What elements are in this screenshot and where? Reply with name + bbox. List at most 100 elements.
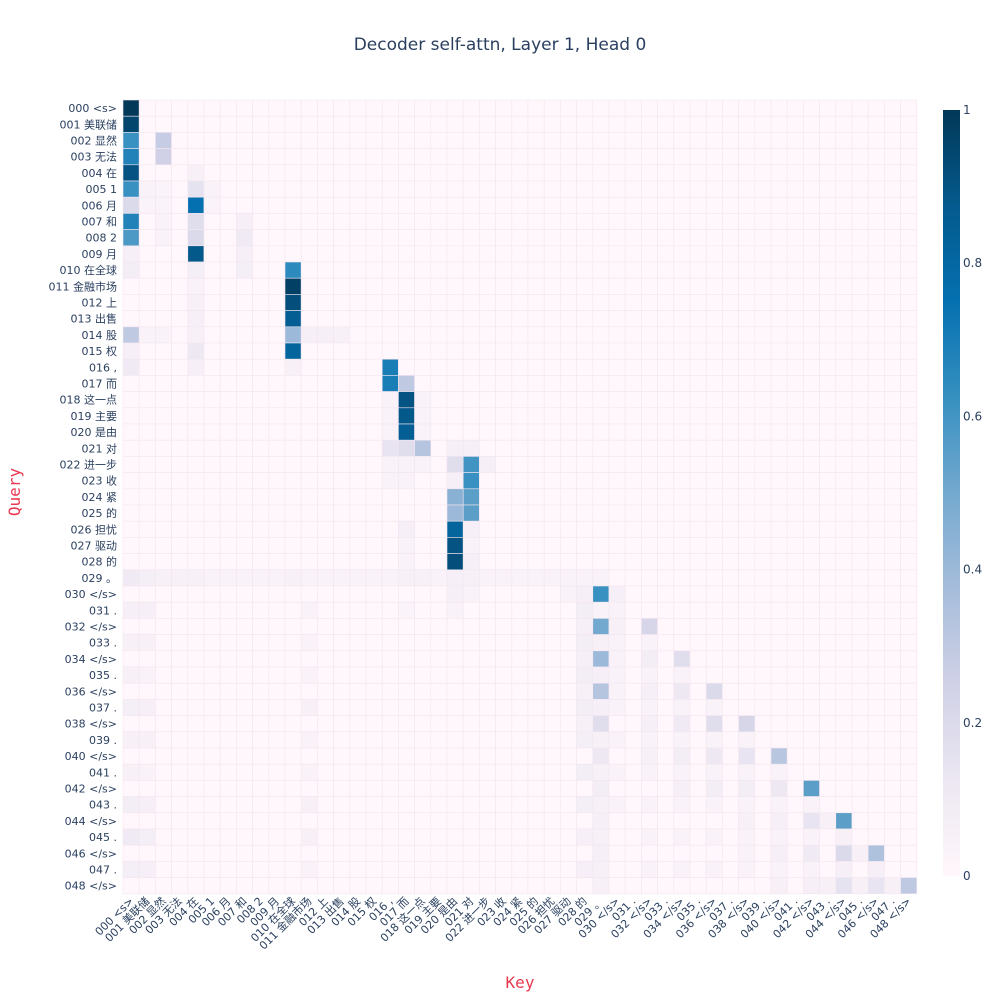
heatmap-cell [900,504,918,522]
heatmap-cell [252,812,270,830]
heatmap-cell [381,601,399,619]
heatmap-cell [884,245,901,263]
heatmap-cell [203,391,221,409]
heatmap-cell [349,407,367,425]
heatmap-cell [430,828,448,846]
heatmap-cell [171,277,189,295]
heatmap-cell [446,634,464,652]
heatmap-cell [381,261,399,279]
heatmap-cell [381,326,399,344]
heatmap-cell [689,812,707,830]
heatmap-cell [527,634,545,652]
heatmap-cell [624,747,642,765]
heatmap-cell [576,391,594,409]
heatmap-cell [705,569,723,587]
heatmap-cell [738,472,756,490]
heatmap-cell [333,812,351,830]
heatmap-cell [236,537,253,554]
heatmap-cell [689,407,707,425]
heatmap-cell [803,407,820,425]
heatmap-cell [236,877,253,895]
heatmap-cell [430,877,448,895]
heatmap-cell [884,520,901,538]
heatmap-cell [430,763,448,781]
heatmap-cell [138,682,156,700]
heatmap-cell [900,861,918,878]
heatmap-cell [705,456,723,473]
heatmap-cell [479,537,496,554]
heatmap-cell [689,650,707,668]
heatmap-cell [430,358,448,376]
heatmap-cell [722,375,739,392]
heatmap-cell [268,618,286,635]
heatmap-cell [381,375,399,392]
heatmap-cell [203,877,221,895]
heatmap-cell [803,342,820,360]
heatmap-cell [803,780,820,797]
heatmap-cell [803,601,820,619]
heatmap-cell [576,585,594,603]
heatmap-cell [560,715,577,733]
heatmap-cell [689,439,707,457]
heatmap-cell [624,148,642,166]
heatmap-cell [187,731,205,749]
heatmap-cell [624,310,642,328]
heatmap-cell [414,164,432,182]
heatmap-cell [786,391,804,409]
heatmap-cell [576,601,594,619]
heatmap-cell [608,553,626,571]
heatmap-cell [851,375,869,392]
heatmap-cell [803,731,820,749]
heatmap-cell [560,277,577,295]
heatmap-cell [138,115,156,133]
heatmap-cell [365,310,383,328]
colorbar-tick-label: 0.8 [963,256,982,270]
heatmap-cell [527,569,545,587]
heatmap-cell [479,245,496,263]
heatmap-cell [349,861,367,878]
y-tick-label: 007 和 [82,216,118,229]
heatmap-cell [624,213,642,230]
heatmap-cell [284,763,302,781]
heatmap-cell [819,699,837,716]
heatmap-cell [867,310,885,328]
heatmap-cell [657,132,675,149]
heatmap-cell [786,796,804,814]
heatmap-cell [705,618,723,635]
heatmap-cell [722,650,739,668]
heatmap-cell [349,277,367,295]
heatmap-cell [754,796,772,814]
heatmap-cell [867,456,885,473]
heatmap-cell [705,553,723,571]
heatmap-cell [819,763,837,781]
heatmap-cell [786,407,804,425]
heatmap-cell [203,456,221,473]
heatmap-cell [657,504,675,522]
heatmap-cell [560,358,577,376]
heatmap-cell [770,472,788,490]
heatmap-cell [527,715,545,733]
heatmap-cell [770,132,788,149]
heatmap-cell [900,877,918,895]
heatmap-cell [884,99,901,117]
heatmap-cell [284,310,302,328]
heatmap-cell [430,456,448,473]
heatmap-cell [689,488,707,506]
heatmap-cell [203,472,221,490]
heatmap-cell [527,504,545,522]
heatmap-cell [722,504,739,522]
heatmap-cell [527,456,545,473]
heatmap-cell [300,229,318,247]
heatmap-cell [317,423,334,441]
heatmap-cell [835,731,853,749]
heatmap-cell [398,213,415,230]
heatmap-cell [673,456,691,473]
heatmap-cell [333,650,351,668]
heatmap-cell [138,601,156,619]
heatmap-cell [122,213,140,230]
heatmap-cell [770,682,788,700]
heatmap-cell [689,294,707,311]
heatmap-cell [867,844,885,862]
heatmap-cell [381,553,399,571]
heatmap-cell [624,277,642,295]
